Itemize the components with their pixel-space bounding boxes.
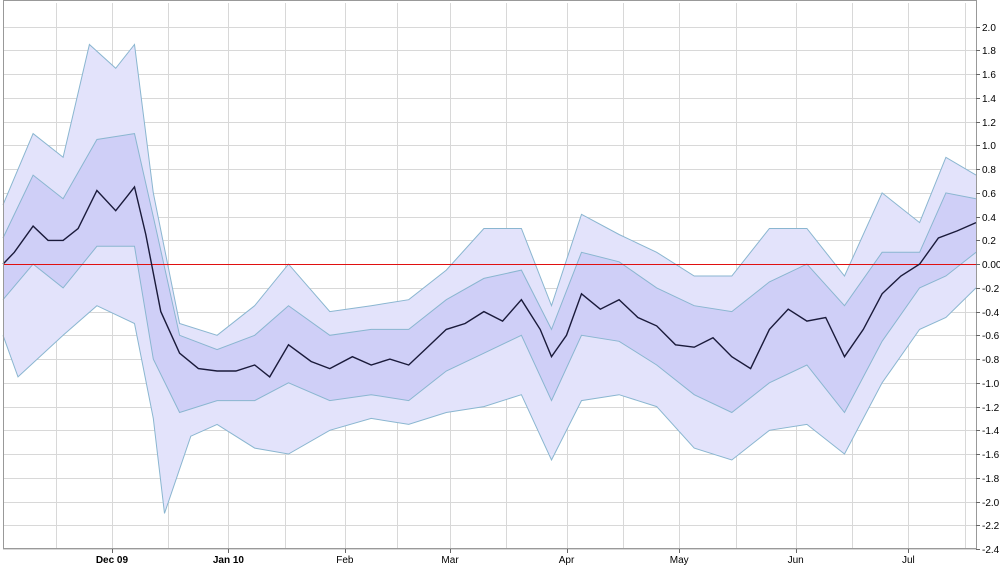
y-tick-label: 0.8 bbox=[982, 165, 996, 176]
y-tick-label: -1.2 bbox=[982, 403, 1000, 414]
x-tick-label: Feb bbox=[336, 555, 354, 566]
y-tick-label: 1.4 bbox=[982, 94, 996, 105]
y-tick-label: -2.0 bbox=[982, 498, 1000, 509]
y-tick-label: 0.6 bbox=[982, 189, 996, 200]
x-tick-label: Jun bbox=[788, 555, 804, 566]
y-tick-label: 1.2 bbox=[982, 118, 996, 129]
x-tick-label: Mar bbox=[441, 555, 459, 566]
y-tick-label: 1.0 bbox=[982, 141, 996, 152]
x-tick-label: Jul bbox=[902, 555, 915, 566]
y-tick-label: -0.2 bbox=[982, 284, 1000, 295]
y-tick-label: -1.8 bbox=[982, 474, 1000, 485]
x-tick-label: Jan 10 bbox=[213, 555, 245, 566]
y-tick-label: 0.00 bbox=[982, 260, 1000, 271]
y-tick-label: 0.4 bbox=[982, 213, 996, 224]
y-tick-label: -2.2 bbox=[982, 521, 1000, 532]
bands bbox=[3, 45, 976, 514]
y-tick-label: -1.6 bbox=[982, 450, 1000, 461]
y-tick-label: 1.6 bbox=[982, 70, 996, 81]
y-tick-label: -2.4 bbox=[982, 545, 1000, 556]
y-tick-label: -1.0 bbox=[982, 379, 1000, 390]
y-tick-label: -0.8 bbox=[982, 355, 1000, 366]
y-tick-label: -0.6 bbox=[982, 331, 1000, 342]
x-tick-label: Apr bbox=[559, 555, 575, 566]
x-tick-label: May bbox=[670, 555, 689, 566]
x-tick-label: Dec 09 bbox=[96, 555, 129, 566]
y-tick-label: 1.8 bbox=[982, 46, 996, 57]
y-tick-label: -0.4 bbox=[982, 308, 1000, 319]
y-tick-label: 2.0 bbox=[982, 23, 996, 34]
y-tick-label: -1.4 bbox=[982, 426, 1000, 437]
y-tick-label: 0.2 bbox=[982, 236, 996, 247]
